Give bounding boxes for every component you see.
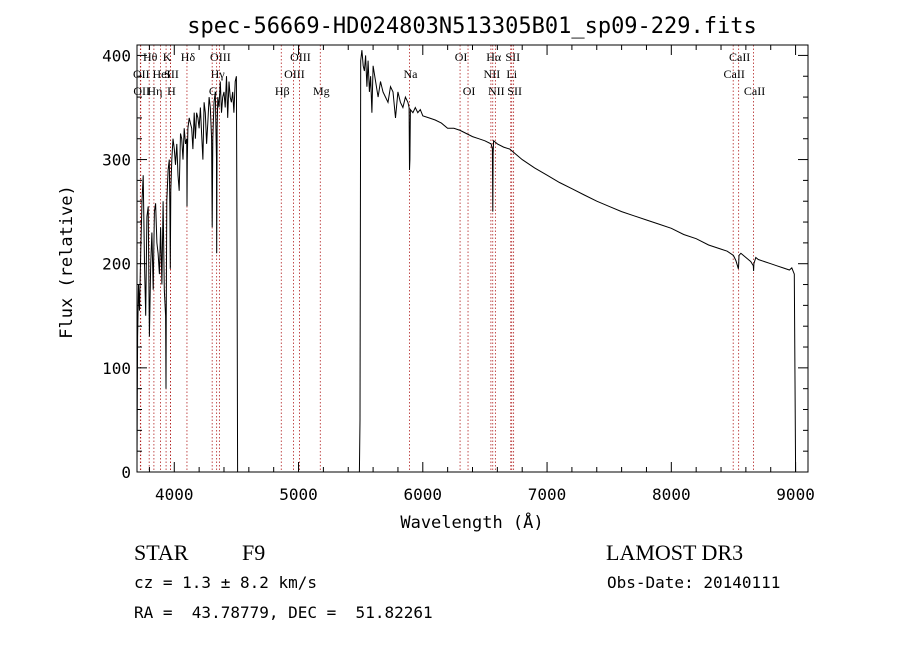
line-marker-label: Hθ (143, 50, 158, 64)
x-tick-label: 5000 (279, 485, 318, 504)
line-marker-label: Hη (147, 84, 162, 98)
coordinates: RA = 43.78779, DEC = 51.82261 (134, 603, 433, 622)
y-axis-label: Flux (relative) (57, 185, 77, 339)
line-marker-label: SII (507, 84, 522, 98)
line-marker-label: CaII (744, 84, 765, 98)
line-marker-label: Na (404, 67, 419, 81)
x-tick-label: 4000 (155, 485, 194, 504)
line-marker-label: NII (484, 67, 501, 81)
y-tick-label: 0 (121, 463, 131, 482)
y-tick-label: 400 (102, 46, 131, 65)
x-tick-label: 7000 (528, 485, 567, 504)
line-marker-label: Mg (313, 84, 330, 98)
y-ticks: 0 100 200 300 400 (102, 46, 808, 482)
x-tick-label: 9000 (776, 485, 815, 504)
spectrum-line (136, 50, 797, 473)
line-marker-label: K (163, 50, 172, 64)
x-tick-label: 6000 (404, 485, 443, 504)
object-subclass: F9 (242, 540, 266, 565)
line-marker-label: Hα (486, 50, 502, 64)
line-marker-label: G (209, 84, 218, 98)
line-marker-label: Hδ (181, 50, 196, 64)
line-marker-label: Hβ (275, 84, 290, 98)
line-marker-label: CaII (724, 67, 745, 81)
object-class: STAR (134, 540, 189, 565)
line-marker-label: OI (463, 84, 476, 98)
x-tick-label: 8000 (652, 485, 691, 504)
x-axis-label: Wavelength (Å) (400, 511, 543, 533)
line-marker-label: SII (164, 67, 179, 81)
redshift-text: cz = 1.3 ± 8.2 km/s (134, 573, 318, 592)
line-marker-label: Hγ (211, 67, 226, 81)
y-tick-label: 100 (102, 359, 131, 378)
line-marker-label: H (167, 84, 176, 98)
x-ticks: 4000 5000 6000 7000 8000 9000 (148, 45, 815, 504)
y-tick-label: 300 (102, 151, 131, 170)
survey-name: LAMOST DR3 (606, 540, 744, 565)
line-marker-label: OI (455, 50, 468, 64)
line-marker-label: CaII (729, 50, 750, 64)
line-marker-label: OII (133, 84, 150, 98)
line-marker-label: SII (505, 50, 520, 64)
line-marker-label: Li (506, 67, 517, 81)
chart-title: spec-56669-HD024803N513305B01_sp09-229.f… (187, 14, 757, 39)
obs-date: Obs-Date: 20140111 (607, 573, 781, 592)
line-marker-label: OII (133, 67, 150, 81)
y-tick-label: 200 (102, 255, 131, 274)
line-marker-label: NII (488, 84, 505, 98)
line-marker-label: OIII (284, 67, 305, 81)
line-marker-label: OIII (290, 50, 311, 64)
line-marker-label: OIII (210, 50, 231, 64)
